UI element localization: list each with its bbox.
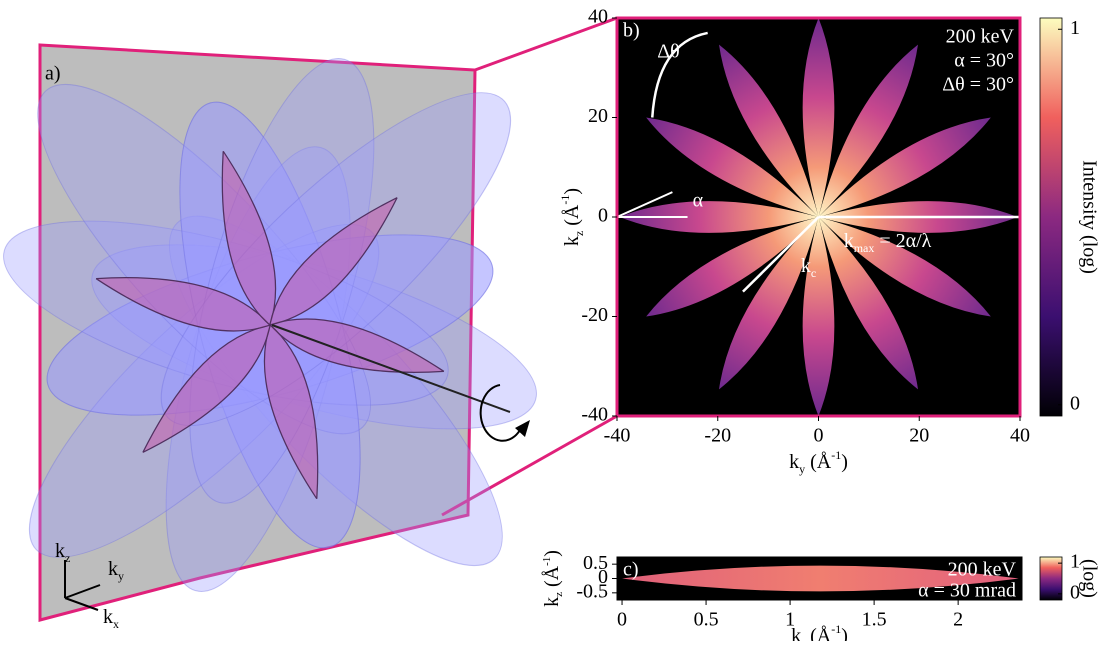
page: a) kzkykxΔθαkmax = 2α/λkc-40-2002040-40-… [0, 0, 1103, 646]
annotation: α = 30 mrad [918, 580, 1016, 602]
y-tick-label: 40 [588, 6, 608, 28]
panel-a: a) [0, 18, 617, 620]
label-part: k [541, 597, 563, 607]
y-tick-label: 20 [588, 105, 608, 127]
label-part: k [801, 254, 811, 276]
y-tick-label: -20 [581, 304, 608, 326]
label-part: z [65, 551, 70, 565]
label: kz (Å-1) [541, 550, 565, 607]
panel-label: c) [623, 559, 639, 581]
label-part: (Å [561, 204, 583, 231]
label-part: -1 [558, 195, 572, 205]
x-tick-label: -20 [704, 425, 731, 447]
label-part: ) [841, 625, 848, 641]
x-tick-label: 40 [1010, 425, 1030, 447]
colorbar [1040, 18, 1062, 416]
annotation: 200 keV [946, 26, 1015, 48]
x-tick-label: 20 [909, 425, 929, 447]
x-tick-label: -40 [604, 425, 631, 447]
marker-label: Δθ [657, 40, 679, 62]
label-part: (Å [805, 625, 832, 641]
y-tick-label: 0.5 [583, 552, 608, 574]
label-part: k [108, 558, 118, 580]
label-part: k [55, 540, 65, 562]
panel-label: a) [45, 63, 61, 85]
label-part: x [113, 617, 119, 631]
label-part: k [789, 451, 799, 473]
colorbar-label: Intensity (log) [1078, 160, 1100, 274]
label-part: -1 [541, 557, 553, 566]
label-part: (Å [541, 565, 563, 592]
panel-label: b) [623, 20, 640, 42]
label-part: k [791, 625, 801, 641]
label-part: k [561, 236, 583, 246]
label: kx [103, 606, 119, 631]
figure: a) kzkykxΔθαkmax = 2α/λkc-40-2002040-40-… [0, 0, 1103, 641]
annotation: α = 30° [954, 50, 1014, 72]
x-tick-label: 2 [953, 609, 963, 631]
label-part: k [103, 606, 113, 628]
x-tick-label: 0 [617, 609, 627, 631]
annotation: 200 keV [948, 559, 1017, 581]
y-tick-label: -40 [581, 404, 608, 426]
label-part: k [844, 229, 854, 251]
colorbar-tick-label: 0 [1070, 392, 1080, 414]
colorbar-label: (log) [1078, 559, 1100, 598]
label-part: ) [841, 451, 848, 473]
label-part: ) [561, 188, 583, 195]
annotation: Δθ = 30° [942, 74, 1014, 96]
label: kr (Å-1) [791, 622, 848, 641]
label-part: -1 [831, 622, 841, 636]
label-part: y [118, 569, 124, 583]
marker-label: α [693, 190, 704, 212]
label: ky (Å-1) [789, 448, 848, 476]
x-tick-label: 0 [814, 425, 824, 447]
label-part: ) [541, 550, 563, 557]
label-part: c [811, 266, 816, 280]
y-tick-label: 0 [598, 205, 608, 227]
label: kz (Å-1) [558, 188, 586, 246]
x-tick-label: 0.5 [694, 609, 719, 631]
colorbar-tick-label: 1 [1070, 17, 1080, 39]
x-tick-label: 1.5 [862, 609, 887, 631]
label-part: (Å [805, 451, 832, 473]
label-part: = 2α/λ [874, 229, 931, 251]
label-part: -1 [831, 448, 841, 462]
label-part: max [854, 241, 875, 255]
